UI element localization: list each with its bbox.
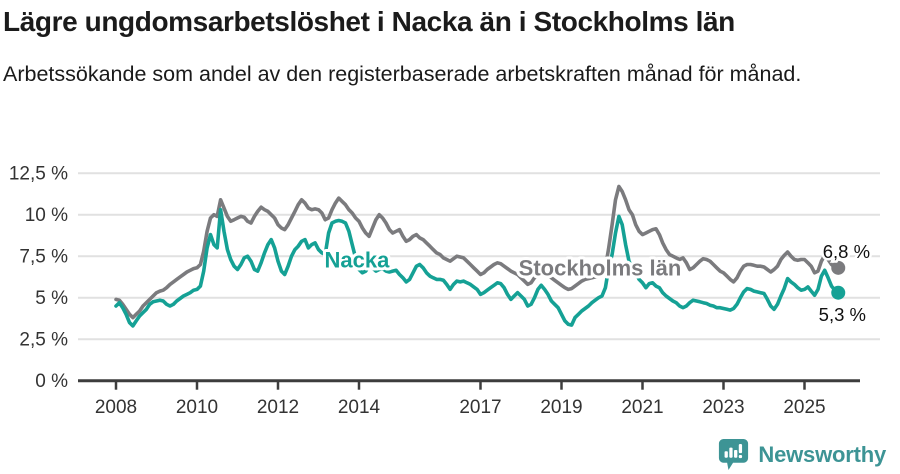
x-axis-label: 2025 (783, 397, 825, 418)
x-axis-label: 2012 (257, 397, 299, 418)
end-value-label: 6,8 % (823, 241, 870, 262)
series-label: Nacka (325, 247, 391, 272)
end-dot-stockholms-län (831, 260, 846, 275)
x-axis-label: 2010 (176, 397, 218, 418)
y-axis-label: 7,5 % (19, 247, 68, 268)
newsworthy-logo-icon (719, 439, 749, 470)
x-axis-label: 2008 (95, 397, 137, 418)
x-axis-label: 2017 (459, 397, 501, 418)
y-axis-label: 12,5 % (9, 164, 68, 185)
chart-subtitle: Arbetssökande som andel av den registerb… (3, 62, 802, 86)
series-line-stockholms-län (114, 184, 841, 320)
x-axis-label: 2021 (621, 397, 663, 418)
series-line-nacka (114, 207, 841, 328)
y-axis-label: 2,5 % (19, 330, 68, 351)
x-axis-label: 2023 (702, 397, 744, 418)
x-axis-label: 2019 (540, 397, 582, 418)
brand-name: Newsworthy (758, 441, 886, 467)
chart-title: Lägre ungdomsarbetslöshet i Nacka än i S… (3, 6, 735, 37)
brand-footer: Newsworthy (718, 438, 886, 471)
series-label: Stockholms län (519, 256, 682, 281)
y-axis-label: 0 % (35, 371, 68, 392)
end-value-label: 5,3 % (819, 304, 866, 325)
x-axis-label: 2014 (338, 397, 381, 418)
y-axis-label: 5 % (35, 288, 68, 309)
end-dot-nacka (831, 285, 846, 300)
y-axis-label: 10 % (25, 205, 68, 226)
